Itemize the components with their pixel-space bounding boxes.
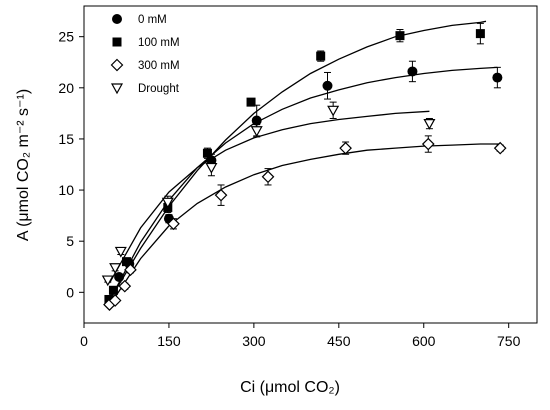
data-point-series-3	[327, 105, 340, 117]
y-tick-label: 20	[58, 80, 74, 96]
legend: 0 mM 100 mM 300 mM Drought	[110, 14, 180, 95]
fit-curve-2	[108, 143, 501, 306]
data-point-series-1	[246, 97, 256, 107]
data-point-series-0	[114, 271, 125, 282]
data-point-series-3	[161, 197, 174, 209]
fit-curve-3	[108, 110, 430, 284]
data-point-series-2	[108, 294, 122, 307]
data-point-series-2	[118, 279, 132, 293]
legend-label: 300 mM	[138, 60, 180, 72]
plot-frame	[83, 5, 538, 324]
data-point-series-3	[423, 118, 436, 130]
y-tick-label: 15	[58, 131, 74, 147]
data-point-series-0	[492, 72, 503, 83]
data-point-series-3	[109, 263, 122, 275]
data-point-series-0	[322, 80, 333, 91]
data-point-series-0	[407, 66, 418, 77]
data-point-series-2	[124, 263, 137, 277]
x-tick-label: 750	[497, 333, 521, 349]
legend-marker-3	[110, 83, 124, 95]
data-point-series-2	[214, 188, 228, 202]
x-tick-label: 300	[242, 333, 266, 349]
legend-marker-1	[112, 37, 122, 47]
legend-marker-0	[112, 14, 122, 24]
y-tick-label: 25	[58, 29, 74, 45]
fit-curve-0	[108, 66, 498, 301]
legend-marker-2	[110, 58, 124, 72]
data-point-series-3	[101, 275, 114, 287]
data-point-series-2	[261, 170, 275, 184]
data-point-series-3	[114, 246, 127, 258]
data-point-series-1	[121, 257, 131, 267]
legend-label: 0 mM	[138, 14, 167, 26]
data-point-series-1	[316, 51, 326, 61]
data-point-series-0	[206, 155, 217, 166]
y-tick-label: 0	[66, 284, 74, 300]
data-point-series-2	[493, 141, 507, 155]
y-tick-label: 5	[66, 233, 74, 249]
x-tick-label: 150	[157, 333, 181, 349]
x-tick-label: 0	[80, 333, 88, 349]
data-point-series-3	[250, 126, 263, 137]
data-point-series-0	[251, 115, 262, 126]
data-point-series-2	[339, 141, 352, 155]
data-point-series-2	[421, 137, 435, 151]
data-point-series-1	[475, 29, 485, 39]
x-tick-label: 600	[412, 333, 436, 349]
data-point-series-2	[167, 217, 180, 231]
data-point-series-1	[395, 31, 405, 41]
data-point-series-3	[205, 162, 218, 174]
data-point-series-1	[108, 285, 118, 295]
y-axis-title: A (μmol CO₂ m⁻² s⁻¹)	[15, 89, 32, 241]
y-tick-label: 10	[58, 182, 74, 198]
x-axis-title: Ci (μmol CO₂)	[240, 379, 340, 396]
fit-curve-1	[108, 20, 487, 301]
axis-ticks: 0 150 300 450 600 750 0 5 10 15 20 25	[58, 29, 520, 349]
legend-label: 100 mM	[138, 37, 180, 49]
legend-label: Drought	[138, 83, 180, 95]
fit-curves	[108, 20, 501, 306]
x-tick-label: 450	[327, 333, 351, 349]
data-markers	[101, 29, 507, 311]
data-point-series-1	[202, 148, 212, 158]
